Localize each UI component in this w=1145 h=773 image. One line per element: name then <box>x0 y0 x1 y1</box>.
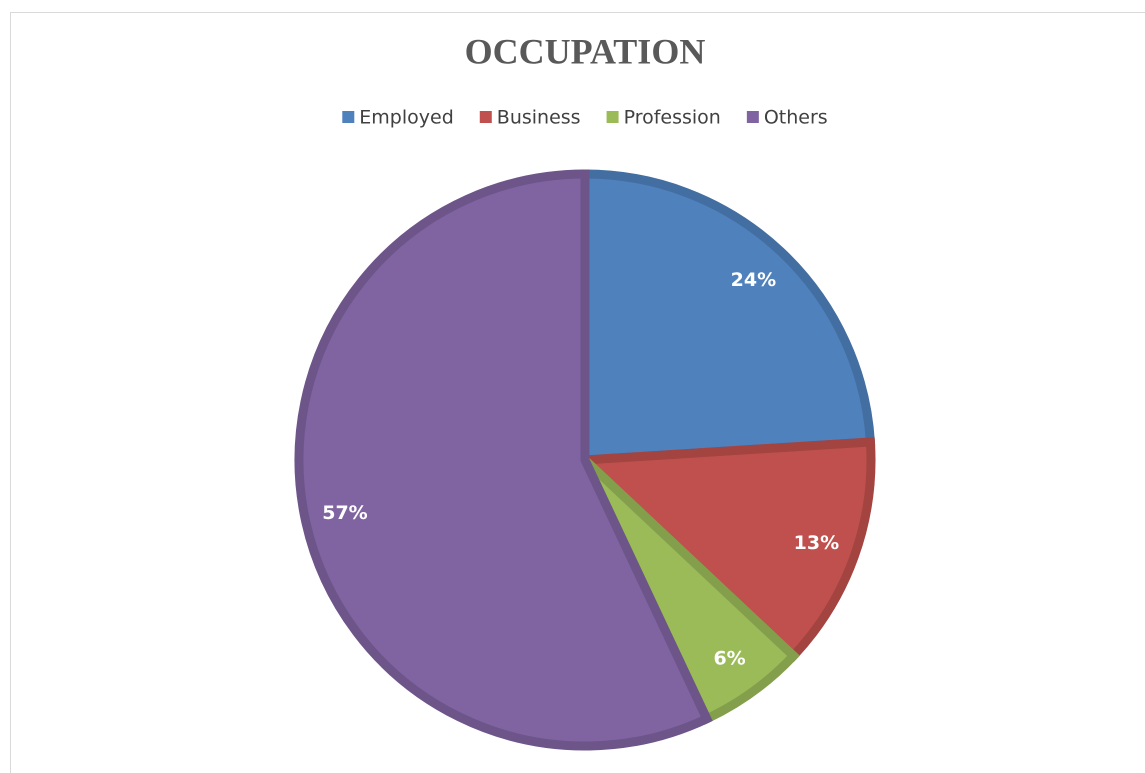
legend-label: Profession <box>624 107 721 129</box>
slice-label: 6% <box>713 647 745 669</box>
pie-slice <box>574 437 876 663</box>
legend-label: Others <box>764 107 828 129</box>
legend-label: Business <box>497 107 581 129</box>
slice-label: 57% <box>322 502 367 524</box>
slice-label: 24% <box>731 269 776 291</box>
pie-slice <box>580 169 876 465</box>
legend-swatch <box>479 111 492 123</box>
legend-label: Employed <box>359 107 453 129</box>
legend: Employed Business Profession Others <box>342 107 828 129</box>
legend-swatch <box>606 111 619 123</box>
chart-title: OCCUPATION <box>465 31 706 71</box>
legend-swatch <box>746 111 759 123</box>
chart-frame <box>10 12 1145 773</box>
pie-slice <box>294 169 713 751</box>
slice-label: 13% <box>794 532 839 554</box>
legend-swatch <box>342 111 355 123</box>
